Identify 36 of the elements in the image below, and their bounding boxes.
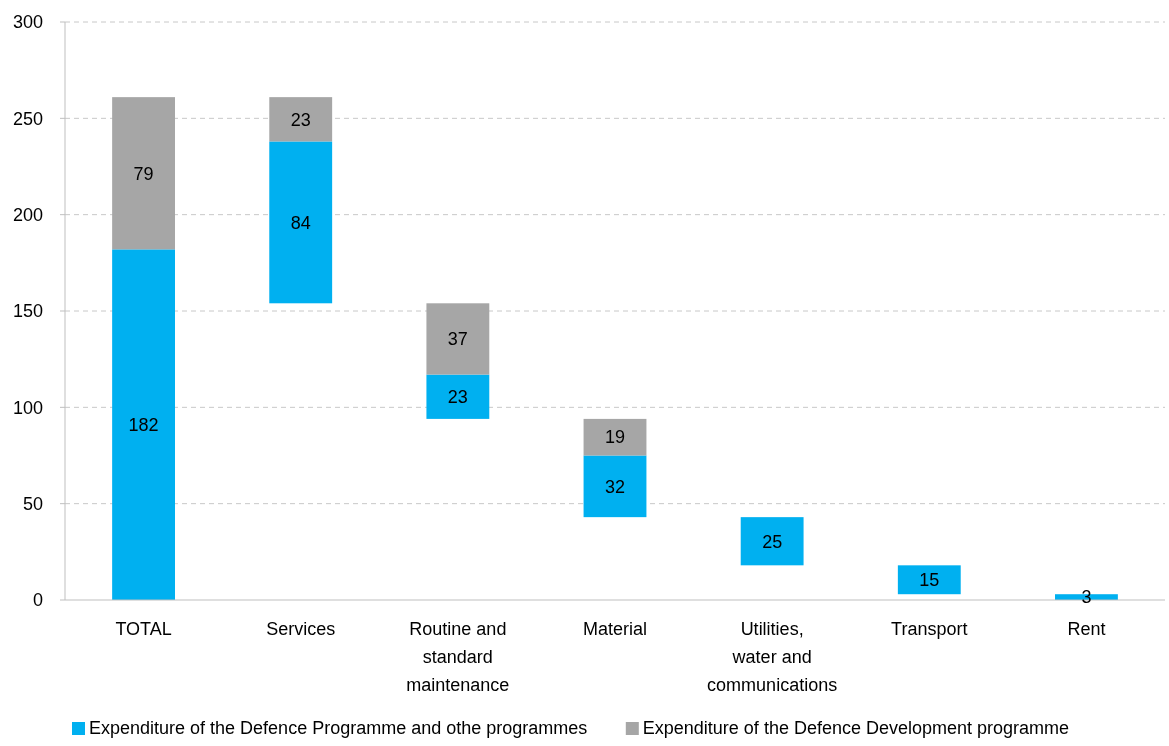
x-tick-label: Services [266,619,336,639]
y-tick-label: 50 [22,493,43,514]
y-tick-label: 250 [12,108,43,129]
data-label: 15 [919,570,940,591]
y-tick-label: 100 [12,397,43,418]
bar [112,249,175,600]
data-label: 37 [447,329,468,350]
bar [583,455,647,518]
x-tick-label: Transport [891,619,968,639]
data-label: 32 [604,476,626,497]
legend-label: Expenditure of the Defence Programme and othe programmes [89,718,588,738]
data-label: 25 [762,531,783,552]
y-tick-label: 150 [12,301,43,322]
data-label: 79 [133,163,154,184]
data-label: 84 [290,212,311,233]
bar [426,374,490,419]
y-tick-label: 200 [12,204,43,225]
legend-label: Expenditure of the Defence Development programme [642,718,1070,738]
bar [740,517,804,566]
bar [269,141,333,304]
y-tick-label: 300 [12,12,43,33]
bar [112,97,175,250]
data-label: 23 [290,109,311,130]
x-tick-label: Material [582,619,648,639]
bar [583,418,647,456]
data-label: 23 [447,387,468,408]
bar [897,565,961,595]
data-label: 19 [604,427,626,448]
x-tick-label: Routine and standard maintenance [406,619,510,695]
x-tick-label: Utilities, water and communications [707,619,838,695]
bar [426,303,490,375]
bar [269,97,333,142]
y-tick-label: 0 [32,590,43,611]
x-tick-label: Rent [1067,619,1106,639]
data-label: 182 [128,414,159,435]
x-tick-label: TOTAL [115,619,172,639]
